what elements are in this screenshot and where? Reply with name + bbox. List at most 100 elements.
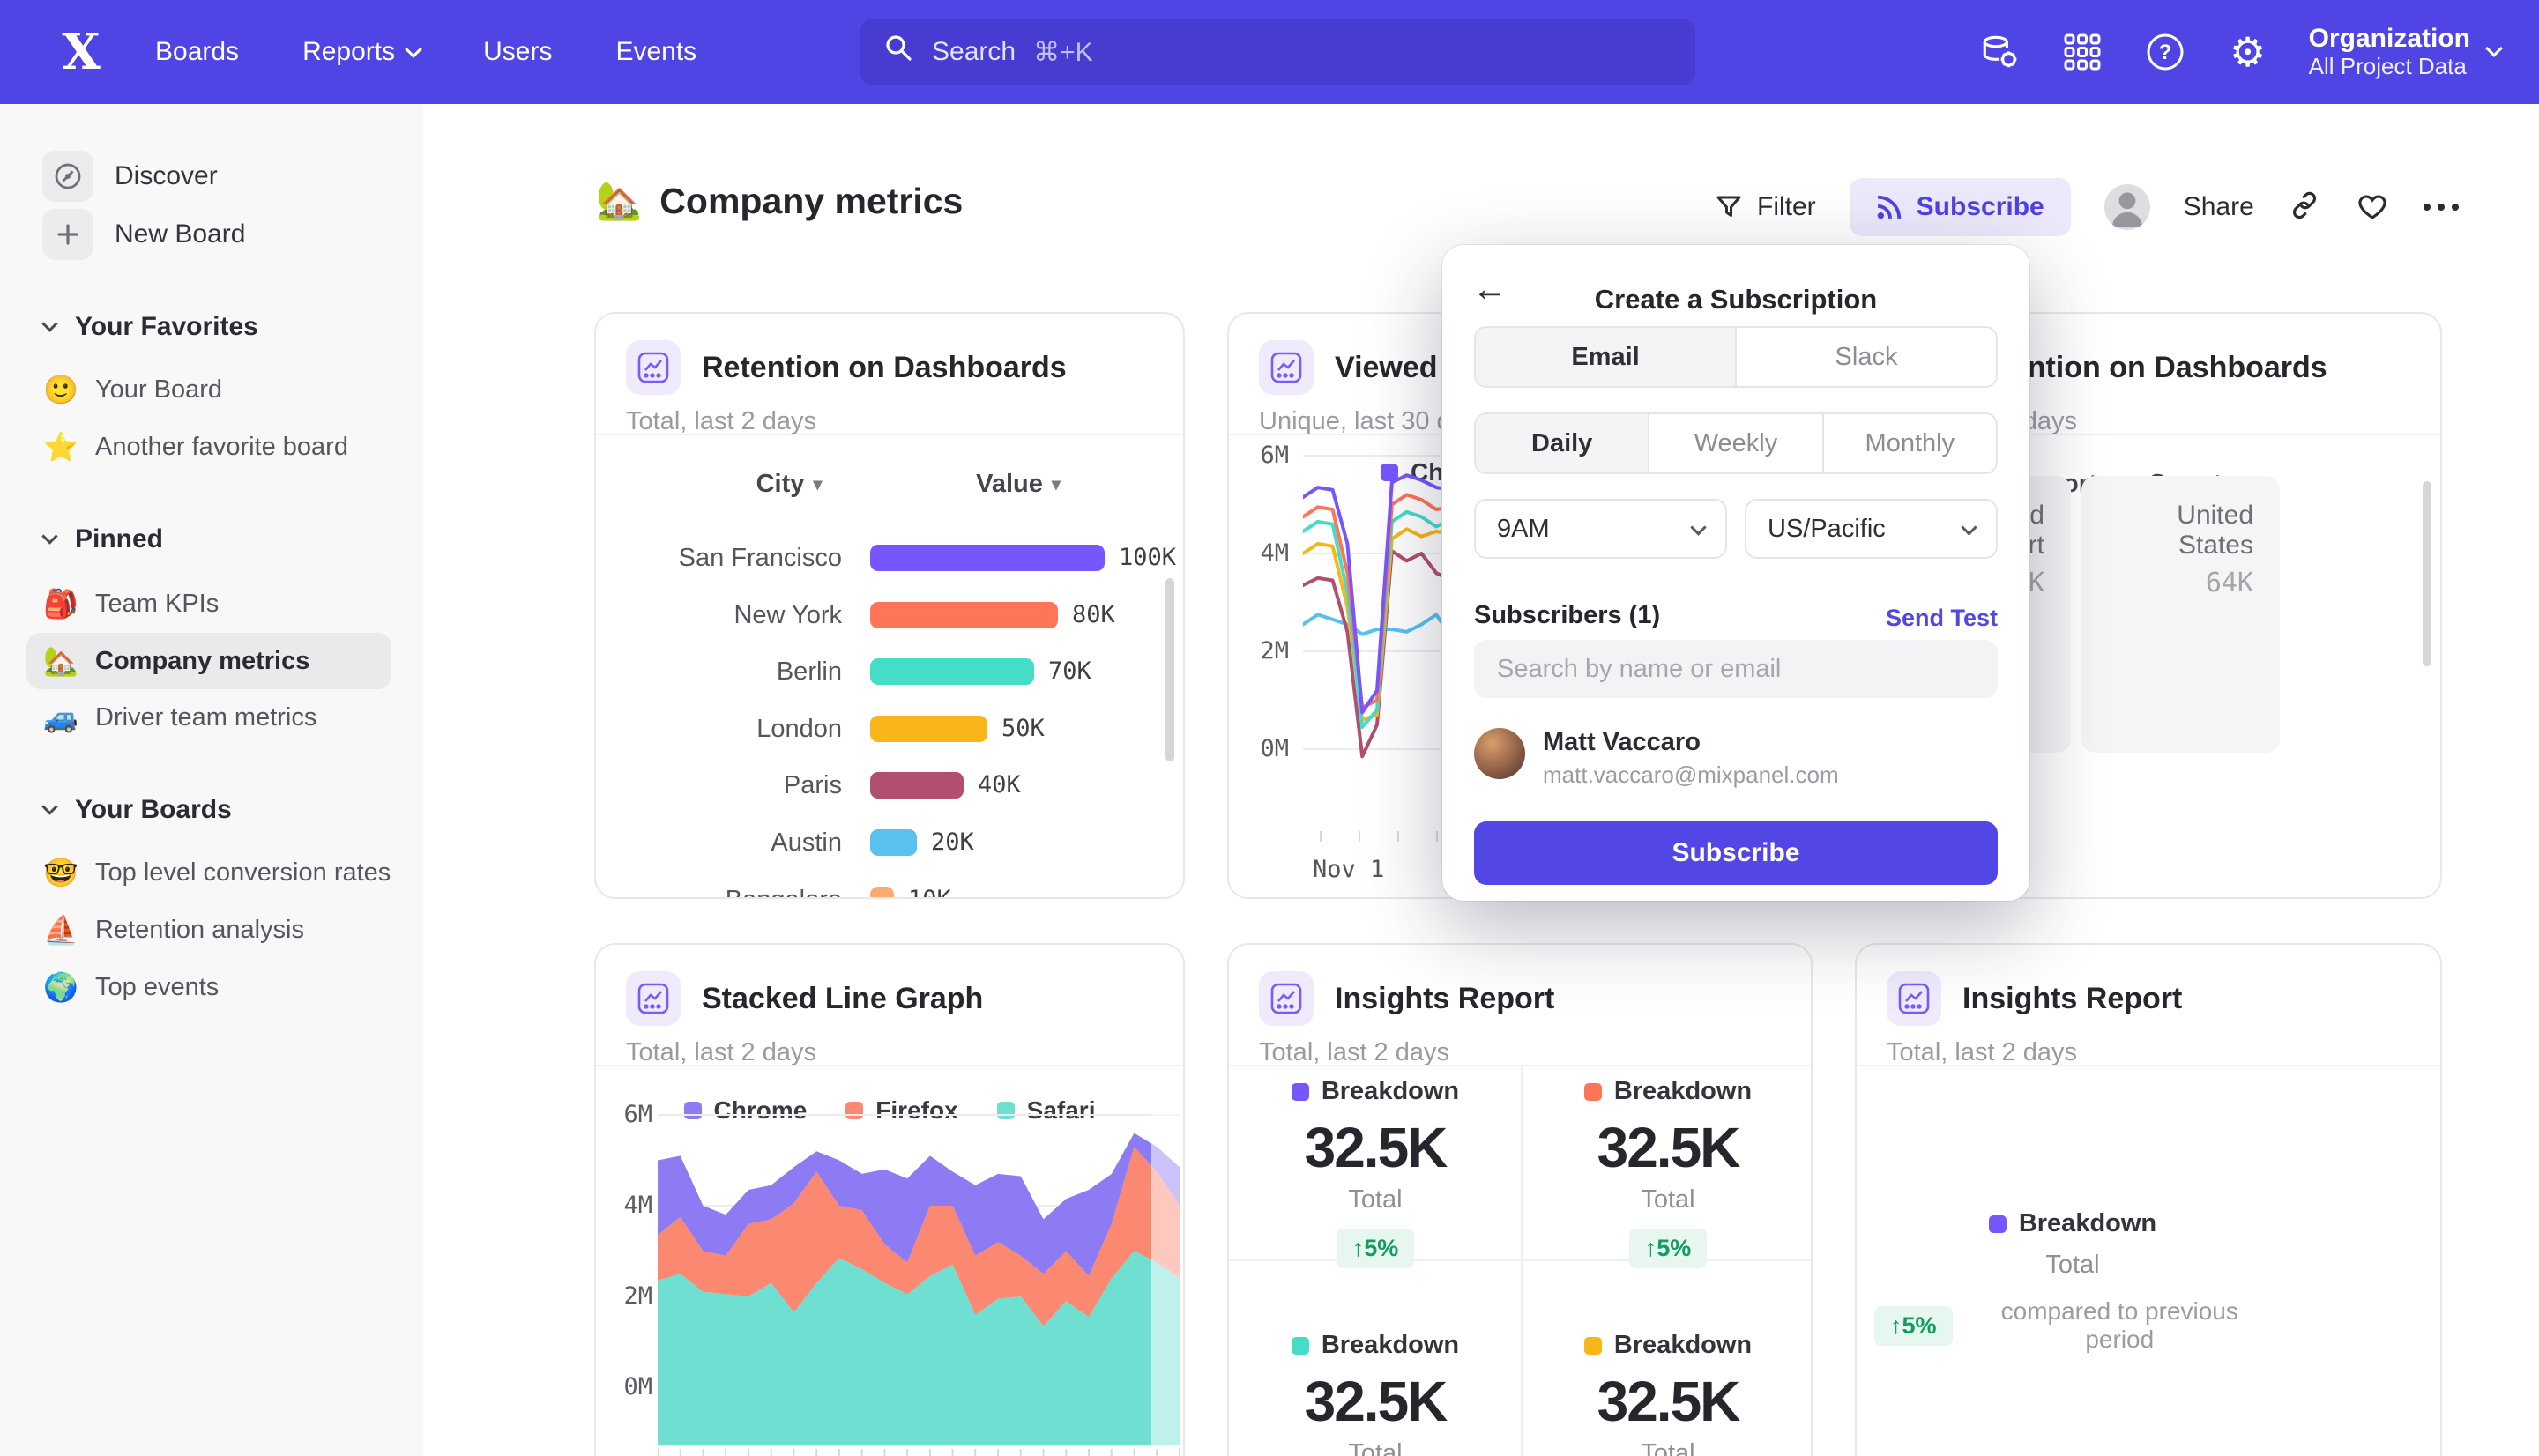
user-avatar[interactable]	[2103, 184, 2150, 230]
nav-item-reports[interactable]: Reports	[302, 37, 423, 67]
metric-sub: Total	[1641, 1439, 1695, 1456]
y-axis-tick: 4M	[1260, 539, 1289, 567]
column-header-value[interactable]: Value ▾	[976, 469, 1061, 498]
apps-grid-icon[interactable]	[2060, 30, 2104, 74]
value-bar	[870, 545, 1105, 571]
sidebar-item-retention-analysis[interactable]: ⛵ Retention analysis	[42, 902, 304, 958]
tab-weekly[interactable]: Weekly	[1648, 414, 1822, 472]
nav-item-boards[interactable]: Boards	[155, 37, 239, 67]
y-axis-tick: 2M	[1260, 637, 1289, 665]
country-panel: United States 64K	[2081, 476, 2280, 753]
search-icon	[884, 33, 914, 71]
compass-icon	[42, 151, 93, 202]
subscribe-button[interactable]: Subscribe	[1849, 178, 2071, 236]
time-select[interactable]: 9AM	[1474, 499, 1727, 559]
y-axis-tick: 4M	[623, 1192, 652, 1219]
tab-email[interactable]: Email	[1476, 328, 1735, 386]
tab-daily[interactable]: Daily	[1476, 414, 1649, 472]
sidebar-section-your-favorites[interactable]: Your Favorites	[41, 306, 258, 348]
sidebar-item-label: Top events	[95, 972, 220, 1001]
sidebar-item-team-kpis[interactable]: 🎒 Team KPIs	[42, 576, 219, 632]
metric-sub: Total	[2045, 1251, 2100, 1279]
sidebar-section-pinned[interactable]: Pinned	[41, 518, 163, 561]
metric-value: 32.5K	[1304, 1116, 1448, 1179]
card-retention-on-dashboards: Retention on Dashboards Total, last 2 da…	[594, 312, 1185, 899]
metric-value: 32.5K	[1304, 1370, 1448, 1433]
sidebar-item-top-level-conversion-rates[interactable]: 🤓 Top level conversion rates	[42, 844, 391, 901]
report-chart-icon	[1259, 971, 1314, 1026]
chevron-down-icon	[1961, 518, 1977, 536]
card-title: Insights Report	[1962, 981, 2183, 1015]
sidebar-item-driver-team-metrics[interactable]: 🚙 Driver team metrics	[42, 689, 316, 746]
board-emoji-icon: 🏡	[43, 645, 78, 677]
legend-label: Breakdown	[1321, 1077, 1460, 1105]
copy-link-icon[interactable]	[2288, 189, 2321, 227]
card-subtitle: Total, last 2 days	[626, 407, 816, 435]
city-label: Bangalore	[626, 886, 842, 897]
send-test-link[interactable]: Send Test	[1885, 605, 1998, 631]
subscriber-search-input[interactable]	[1474, 640, 1998, 698]
more-options-button[interactable]	[2423, 204, 2459, 211]
sidebar-item-label: New Board	[115, 219, 246, 249]
sidebar-item-label: Your Board	[95, 375, 223, 404]
y-axis-tick: 0M	[1260, 735, 1289, 762]
global-search-input[interactable]: Search ⌘+K	[860, 19, 1695, 85]
settings-gear-icon[interactable]: ⚙	[2230, 29, 2267, 75]
sidebar-section-your-boards[interactable]: Your Boards	[41, 789, 232, 831]
filter-button[interactable]: Filter	[1715, 192, 1816, 222]
org-switcher[interactable]: Organization All Project Data	[2309, 24, 2503, 80]
rss-icon	[1877, 195, 1901, 219]
favorite-heart-icon[interactable]	[2355, 189, 2390, 226]
board-emoji-icon: 🎒	[43, 588, 78, 620]
nav-item-label: Reports	[302, 37, 396, 66]
stacked-area-chart	[658, 1108, 1180, 1456]
value-bar	[870, 886, 894, 897]
value-label: 40K	[978, 771, 1021, 799]
share-button[interactable]: Share	[2183, 192, 2254, 221]
metric-legend: Breakdown	[1230, 1331, 1521, 1360]
sidebar-item-top-events[interactable]: 🌍 Top events	[42, 959, 219, 1015]
board-emoji-icon: ⭐	[43, 431, 78, 463]
column-header-city[interactable]: City ▾	[756, 469, 823, 498]
legend-swatch	[1291, 1082, 1309, 1101]
city-label: Paris	[783, 771, 842, 800]
sidebar-item-company-metrics[interactable]: 🏡 Company metrics	[42, 633, 309, 689]
value-label: 50K	[1001, 714, 1045, 742]
city-label: Berlin	[776, 657, 842, 687]
mixpanel-logo-icon[interactable]: X	[62, 23, 101, 81]
data-integrations-icon[interactable]	[1977, 30, 2022, 74]
tab-monthly[interactable]: Monthly	[1821, 414, 1996, 472]
card-scrollbar[interactable]	[1165, 578, 1174, 761]
table-row: New York 80K	[626, 601, 1153, 629]
card-subtitle: Total, last 2 days	[1259, 1038, 1449, 1066]
subscriber-name: Matt Vaccaro	[1543, 728, 1701, 756]
legend-swatch	[1381, 464, 1398, 481]
sidebar-item-another-favorite-board[interactable]: ⭐ Another favorite board	[42, 419, 348, 475]
subscribe-submit-button[interactable]: Subscribe	[1474, 821, 1998, 885]
sidebar-item-new-board[interactable]: New Board	[42, 206, 245, 263]
city-label: London	[756, 714, 842, 743]
sidebar-item-your-board[interactable]: 🙂 Your Board	[42, 361, 222, 418]
back-arrow-icon[interactable]: ←	[1472, 270, 1508, 308]
chevron-down-icon	[41, 316, 58, 332]
top-nav: X Boards Reports Users Events Search ⌘+K	[0, 0, 2539, 104]
channel-tabs: Email Slack	[1474, 326, 1998, 388]
card-title: Stacked Line Graph	[702, 981, 984, 1015]
nav-item-events[interactable]: Events	[615, 37, 696, 67]
sidebar-item-discover[interactable]: Discover	[42, 148, 218, 204]
sidebar-item-label: Top level conversion rates	[95, 858, 391, 887]
table-row: Berlin 70K	[626, 657, 1153, 686]
tab-slack[interactable]: Slack	[1735, 328, 1996, 386]
chevron-down-icon	[2485, 40, 2503, 58]
value-bar	[870, 601, 1058, 628]
card-scrollbar[interactable]	[2423, 481, 2431, 666]
nav-item-users[interactable]: Users	[483, 37, 552, 67]
chevron-down-icon	[41, 528, 58, 545]
timezone-select[interactable]: US/Pacific	[1745, 499, 1998, 559]
help-icon[interactable]: ?	[2143, 30, 2187, 74]
value-label: 20K	[931, 828, 974, 856]
report-chart-icon	[626, 340, 681, 395]
single-metric: Breakdown Total ↑5% compared to previous…	[1874, 1209, 2271, 1354]
